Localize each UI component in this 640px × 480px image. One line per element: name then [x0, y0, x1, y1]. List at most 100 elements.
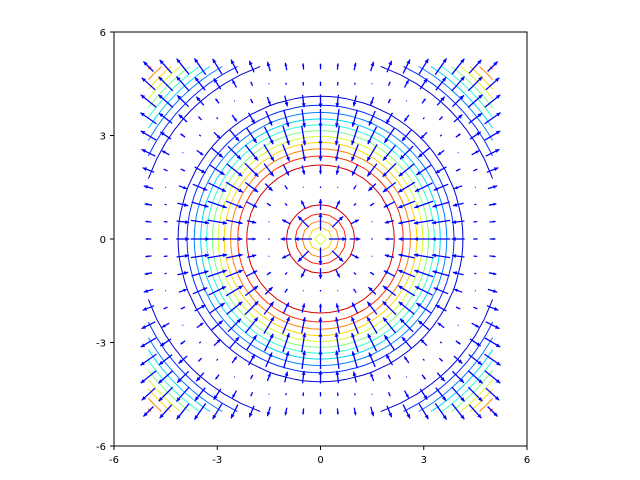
gradient-arrow [467, 76, 483, 92]
gradient-arrow [384, 219, 395, 224]
y-tick-label: 0 [100, 235, 106, 246]
gradient-arrow [143, 288, 154, 293]
gradient-arrow [318, 350, 323, 370]
gradient-arrow [301, 125, 307, 146]
gradient-arrow [263, 316, 275, 334]
gradient-arrow [467, 386, 483, 402]
gradient-arrow [417, 320, 430, 331]
gradient-arrow [266, 372, 272, 382]
gradient-arrow [302, 290, 304, 292]
gradient-arrow [281, 219, 291, 225]
gradient-arrow [140, 112, 157, 125]
gradient-arrow [437, 149, 445, 156]
gradient-arrow [366, 163, 378, 177]
gradient-arrow [335, 370, 340, 384]
gradient-arrow [264, 286, 274, 295]
gradient-arrow [140, 337, 157, 348]
gradient-arrow [194, 166, 206, 174]
gradient-arrow [178, 185, 188, 190]
gradient-arrow [281, 253, 291, 259]
gradient-arrow [318, 199, 323, 210]
gradient-arrow [248, 405, 255, 418]
x-tick-label: -6 [109, 455, 119, 466]
gradient-arrow [337, 186, 339, 188]
gradient-arrow [334, 332, 340, 353]
gradient-arrow [161, 322, 170, 328]
gradient-arrow [141, 321, 156, 330]
gradient-arrow [231, 114, 238, 122]
gradient-arrow [353, 407, 357, 416]
gradient-arrow [451, 76, 466, 92]
gradient-arrow [467, 370, 484, 384]
gradient-arrow [398, 301, 415, 315]
gradient-arrow [371, 221, 373, 223]
contour-lines [147, 66, 494, 412]
gradient-arrow [144, 202, 153, 206]
gradient-arrow [439, 341, 443, 344]
gradient-arrow [354, 393, 356, 396]
gradient-arrow [353, 202, 357, 207]
gradient-arrow [473, 238, 478, 240]
gradient-arrow [387, 392, 391, 397]
gradient-arrow [402, 404, 411, 419]
gradient-arrow [319, 63, 322, 70]
gradient-arrow [301, 303, 306, 313]
gradient-arrow [382, 300, 397, 316]
gradient-arrow [246, 254, 257, 259]
gradient-arrow [382, 162, 397, 178]
gradient-arrow [399, 145, 414, 160]
gradient-arrow [406, 376, 408, 378]
gradient-arrow [300, 269, 306, 278]
gradient-arrow [431, 237, 451, 241]
gradient-arrow [403, 356, 410, 364]
gradient-arrow [302, 392, 305, 397]
gradient-arrow [455, 340, 461, 345]
gradient-arrow [433, 183, 449, 191]
gradient-arrow [142, 61, 154, 72]
gradient-arrow [419, 388, 428, 400]
gradient-arrow [471, 322, 480, 328]
gradient-arrow [198, 134, 202, 137]
gradient-arrow [225, 269, 244, 278]
gradient-arrow [282, 125, 290, 146]
gradient-arrow [473, 306, 478, 310]
gradient-arrow [263, 144, 275, 162]
gradient-arrow [180, 168, 186, 172]
gradient-arrow [420, 131, 428, 140]
gradient-arrow [284, 184, 288, 190]
gradient-arrow [435, 304, 447, 312]
gradient-arrow [226, 219, 243, 225]
gradient-arrow [191, 201, 209, 208]
gradient-arrow [349, 237, 361, 241]
gradient-arrow [175, 386, 190, 402]
gradient-arrow [336, 408, 339, 415]
gradient-arrow [484, 370, 501, 384]
gradient-arrow [436, 372, 446, 382]
gradient-arrow [398, 163, 415, 177]
gradient-arrow [467, 94, 484, 108]
gradient-arrow [301, 144, 306, 162]
gradient-arrow [283, 351, 290, 369]
gradient-arrow [180, 133, 186, 138]
gradient-arrow [207, 237, 228, 241]
gradient-arrow [353, 271, 357, 276]
gradient-arrow [182, 324, 184, 326]
gradient-arrow [157, 370, 174, 384]
y-tick-label: -6 [96, 442, 106, 453]
gradient-arrow [280, 237, 292, 241]
gradient-arrow [158, 386, 174, 402]
gradient-arrow [244, 317, 259, 334]
gradient-arrow [141, 77, 156, 91]
gradient-arrow [230, 404, 239, 419]
gradient-arrow [163, 306, 168, 310]
gradient-arrow [301, 350, 306, 369]
gradient-arrow [406, 100, 408, 102]
gradient-arrow [226, 237, 243, 241]
gradient-arrow [266, 96, 272, 106]
gradient-arrow [369, 202, 375, 207]
gradient-arrow [176, 403, 190, 420]
gradient-arrow [282, 316, 291, 334]
gradient-arrow [451, 254, 465, 258]
gradient-arrow [366, 316, 378, 334]
gradient-arrow [300, 200, 306, 209]
